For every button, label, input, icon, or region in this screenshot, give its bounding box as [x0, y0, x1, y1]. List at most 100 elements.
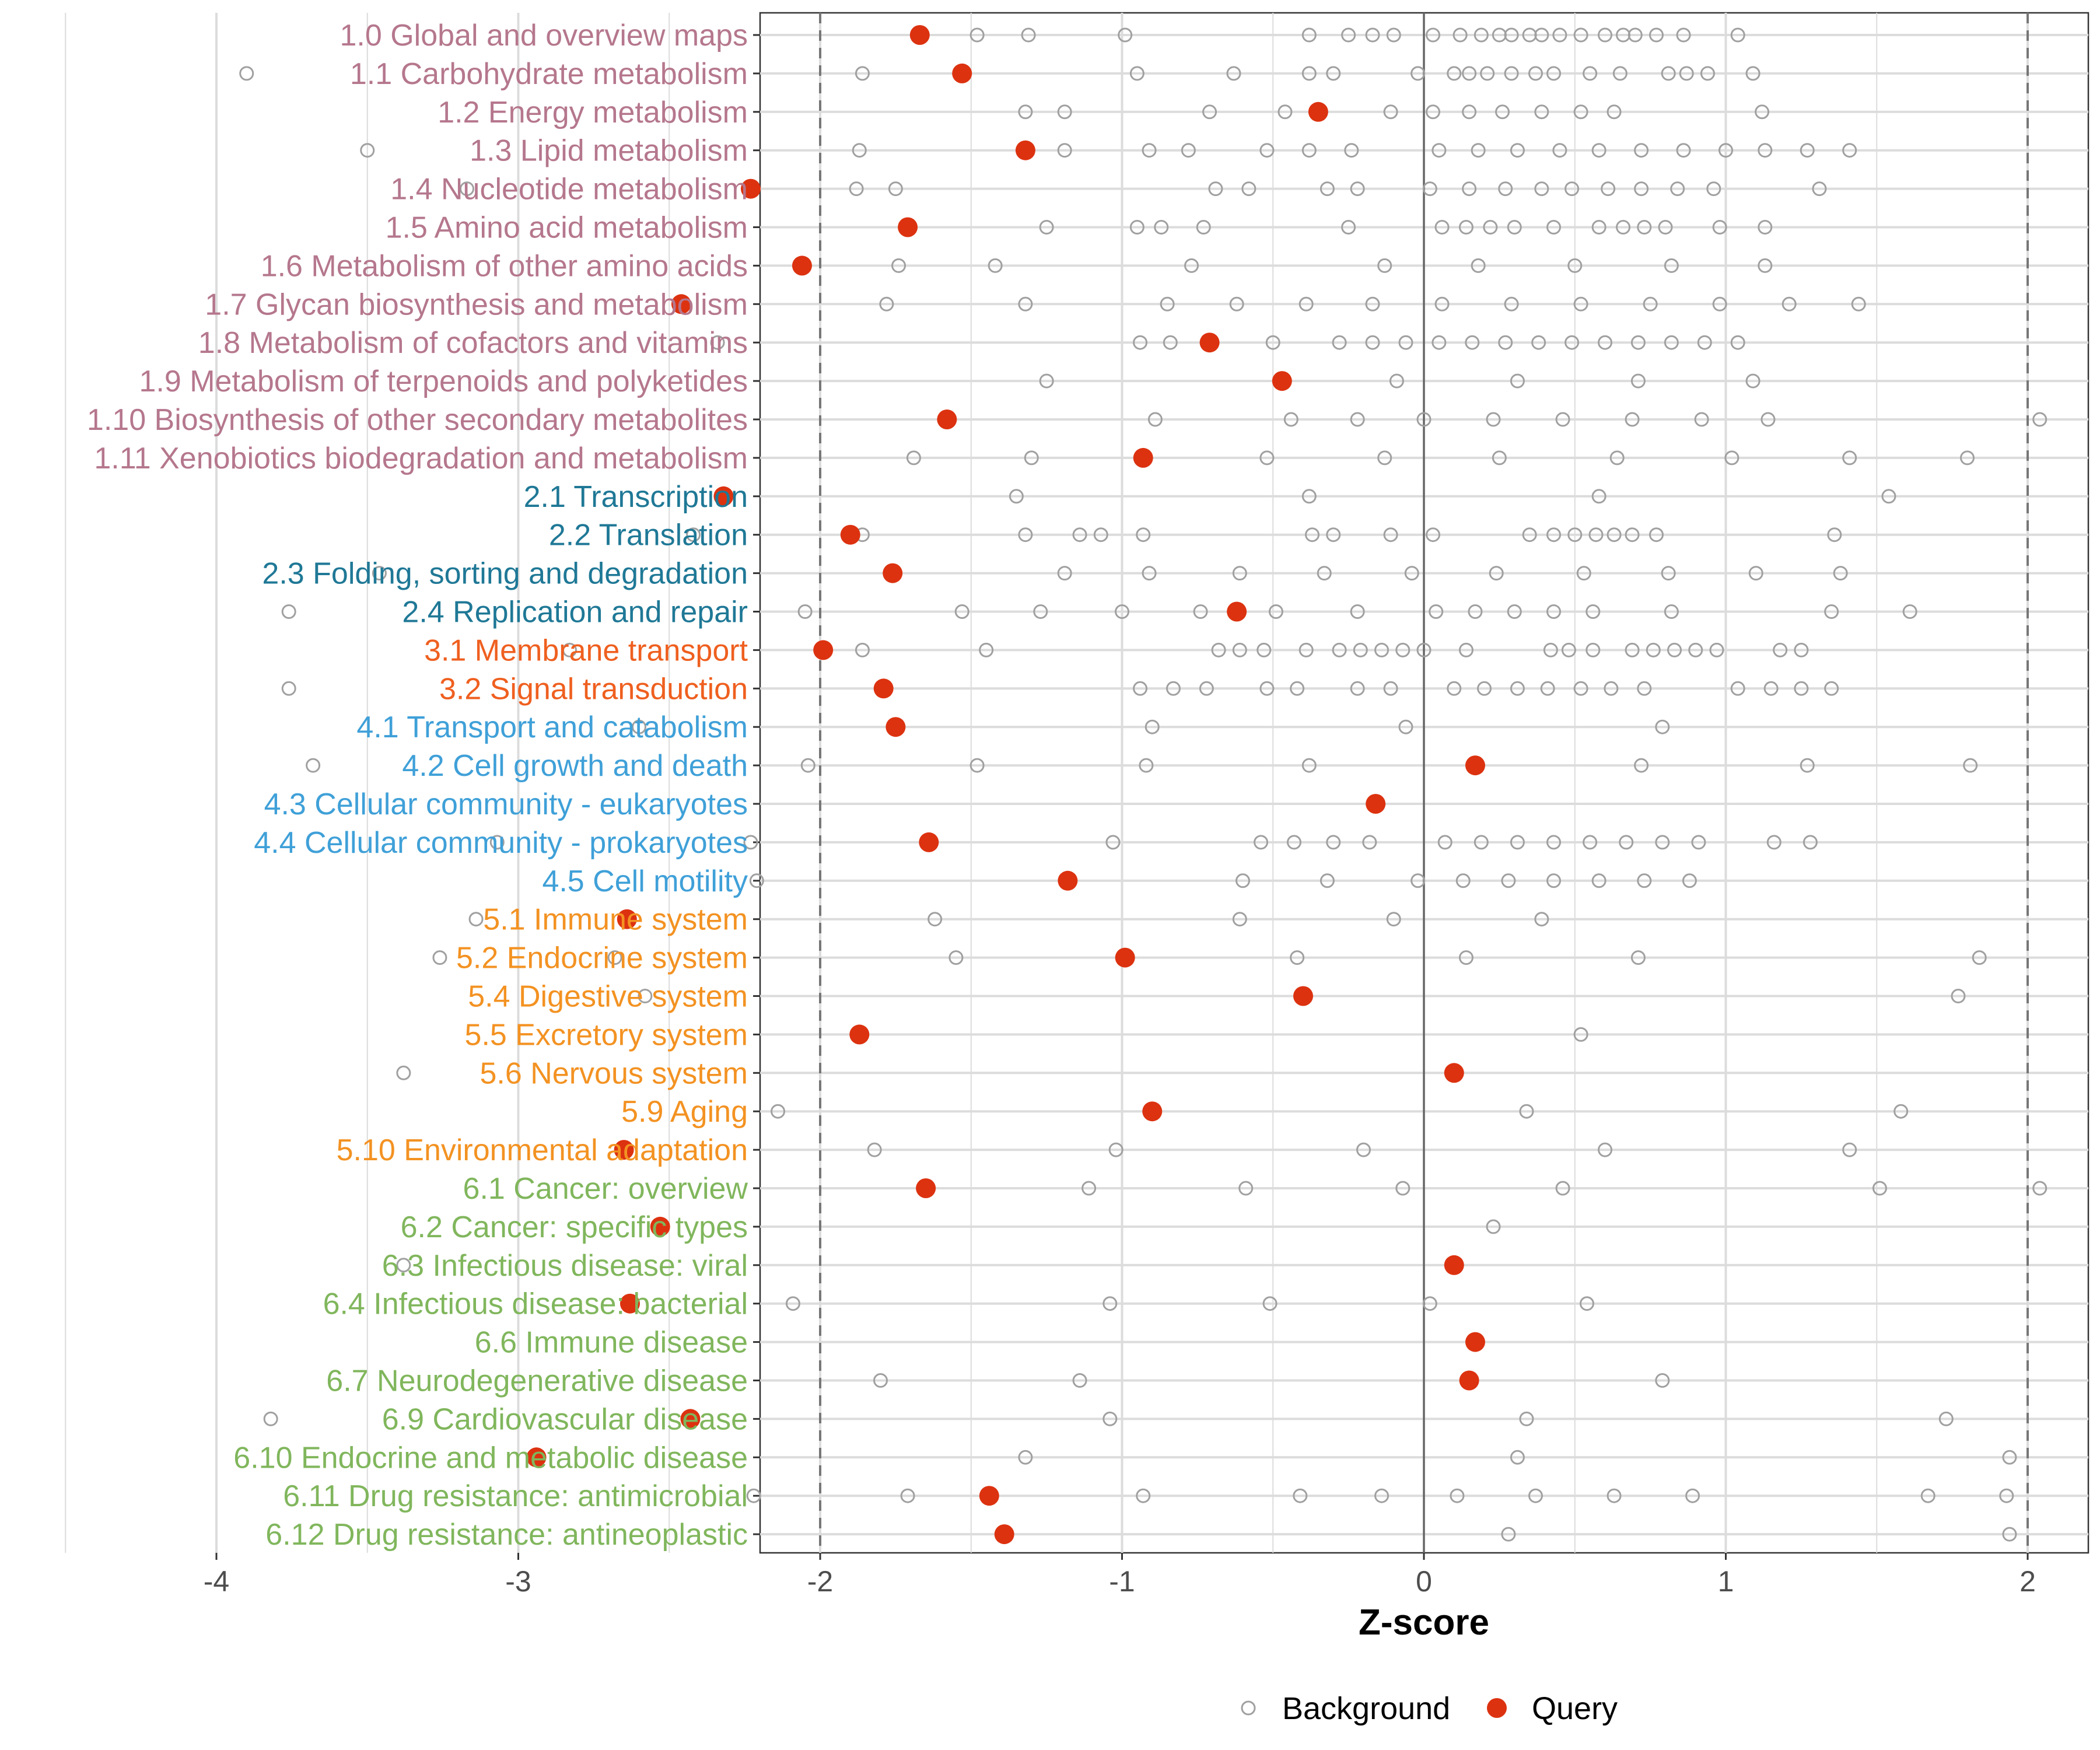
- category-label: 6.4 Infectious disease: bacterial: [323, 1287, 748, 1321]
- legend-background-label: Background: [1282, 1691, 1450, 1726]
- category-label: 2.4 Replication and repair: [402, 596, 748, 629]
- background-point: [771, 1104, 786, 1119]
- background-point: [1018, 1450, 1033, 1465]
- background-point: [1755, 104, 1770, 120]
- background-point: [1601, 181, 1616, 197]
- background-point: [2032, 1181, 2048, 1196]
- background-point: [1510, 681, 1525, 696]
- background-point: [1416, 642, 1432, 657]
- background-point: [1598, 1142, 1612, 1157]
- background-point: [1495, 104, 1510, 120]
- background-point: [1332, 642, 1347, 657]
- background-point: [1093, 527, 1108, 542]
- background-point: [1268, 604, 1283, 619]
- background-point: [1522, 527, 1537, 542]
- background-point: [1519, 1104, 1534, 1119]
- background-point: [954, 604, 970, 619]
- query-point: [1366, 794, 1386, 814]
- background-point: [749, 873, 764, 888]
- query-point: [1015, 140, 1035, 160]
- background-point: [1492, 450, 1507, 466]
- background-point: [1486, 412, 1501, 427]
- background-point: [1625, 527, 1640, 542]
- background-point: [1374, 642, 1390, 657]
- background-point: [1377, 450, 1392, 466]
- background-point: [988, 258, 1003, 273]
- background-point: [1664, 604, 1679, 619]
- background-point: [1432, 143, 1447, 158]
- background-point: [1018, 527, 1033, 542]
- background-point: [1486, 1219, 1501, 1234]
- background-point: [1072, 1373, 1087, 1388]
- query-point: [937, 410, 957, 429]
- legend-query-label: Query: [1532, 1691, 1618, 1726]
- background-point: [1782, 296, 1797, 312]
- category-label: 1.6 Metabolism of other amino acids: [261, 249, 748, 283]
- background-point: [1293, 1488, 1308, 1503]
- query-point: [614, 1140, 634, 1160]
- query-point: [650, 1216, 670, 1237]
- background-point: [1528, 66, 1543, 81]
- background-point: [1546, 66, 1562, 81]
- background-point: [1474, 27, 1489, 43]
- x-tick-label: -2: [807, 1565, 833, 1598]
- background-point: [306, 758, 321, 773]
- background-point: [1543, 642, 1558, 657]
- query-point: [1058, 870, 1078, 891]
- category-label: 4.5 Cell motility: [542, 864, 748, 898]
- category-label: 6.9 Cardiovascular disease: [382, 1402, 748, 1436]
- background-point: [1812, 181, 1827, 197]
- background-point: [1102, 1296, 1118, 1311]
- background-point: [489, 835, 505, 850]
- background-point: [1039, 373, 1054, 388]
- background-point: [1546, 835, 1562, 850]
- background-point: [1033, 604, 1048, 619]
- background-point: [900, 1488, 915, 1503]
- query-point: [1115, 947, 1135, 968]
- background-point: [1648, 527, 1664, 542]
- category-label: 6.3 Infectious disease: viral: [382, 1249, 748, 1283]
- background-point: [1301, 143, 1317, 158]
- background-point: [1510, 373, 1525, 388]
- background-point: [1712, 220, 1727, 235]
- background-point: [1588, 527, 1604, 542]
- background-point: [1800, 143, 1815, 158]
- background-point: [1510, 835, 1525, 850]
- background-point: [432, 950, 447, 965]
- background-point: [1259, 681, 1275, 696]
- background-point: [1664, 258, 1679, 273]
- background-point: [1341, 220, 1356, 235]
- background-point: [888, 181, 903, 197]
- background-point: [1259, 450, 1275, 466]
- category-label: 5.4 Digestive system: [468, 980, 748, 1014]
- background-point: [1567, 527, 1583, 542]
- category-label: 2.2 Translation: [549, 519, 748, 552]
- background-point: [1426, 104, 1441, 120]
- x-tick-label: 1: [1718, 1565, 1734, 1598]
- background-point: [743, 835, 758, 850]
- background-point: [1661, 566, 1676, 581]
- background-point: [1344, 143, 1359, 158]
- background-point: [1057, 143, 1072, 158]
- query-point: [1133, 447, 1153, 468]
- background-point: [1612, 66, 1628, 81]
- background-point: [1326, 66, 1341, 81]
- background-point: [1519, 1411, 1534, 1426]
- background-point: [1286, 835, 1301, 850]
- background-point: [1498, 181, 1513, 197]
- query-point: [792, 256, 812, 276]
- background-point: [1350, 604, 1365, 619]
- background-point: [1450, 1488, 1465, 1503]
- background-point: [1160, 296, 1175, 312]
- background-point: [1694, 412, 1709, 427]
- background-point: [1730, 27, 1745, 43]
- background-point: [1232, 912, 1247, 927]
- background-point: [1586, 642, 1601, 657]
- background-point: [1591, 220, 1606, 235]
- background-point: [1583, 66, 1598, 81]
- background-point: [1643, 296, 1658, 312]
- background-point: [1238, 1181, 1254, 1196]
- background-point: [1389, 373, 1404, 388]
- background-point: [1507, 220, 1522, 235]
- query-point: [883, 563, 903, 583]
